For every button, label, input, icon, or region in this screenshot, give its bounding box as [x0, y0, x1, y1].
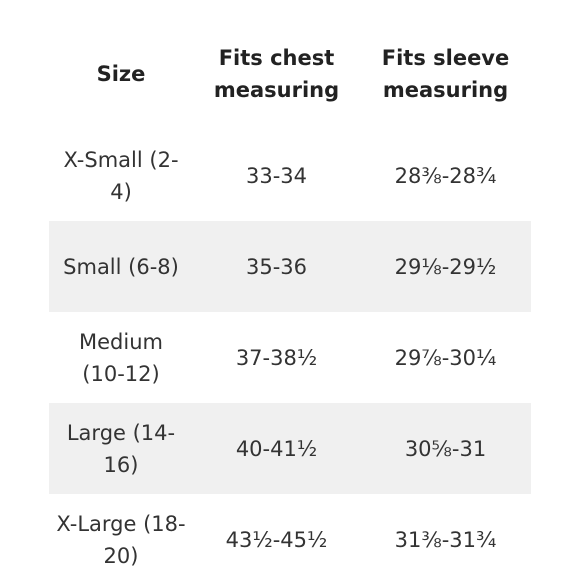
chest-cell: 33-34: [245, 163, 308, 188]
sleeve-cell: 29⅞-30¼: [394, 345, 497, 370]
header-size: Size: [96, 62, 146, 86]
chest-cell: 35-36: [193, 221, 360, 312]
sleeve-cell: 31⅜-31¾: [394, 527, 497, 552]
table-row: X-Small (2-4) 33-34 28⅜-28¾: [49, 130, 531, 221]
size-cell: Small (6-8): [49, 221, 193, 312]
size-cell: X-Large (18-20): [56, 511, 186, 568]
table-row: Medium (10-12) 37-38½ 29⅞-30¼: [49, 312, 531, 403]
size-cell: Medium (10-12): [79, 329, 163, 386]
sleeve-cell: 28⅜-28¾: [394, 163, 497, 188]
size-cell: Large (14-16): [49, 403, 193, 494]
header-sleeve: Fits sleeve measuring: [381, 46, 510, 102]
table-row: Small (6-8) 35-36 29⅛-29½: [49, 221, 531, 312]
sleeve-cell: 29⅛-29½: [360, 221, 531, 312]
table-row: Large (14-16) 40-41½ 30⅝-31: [49, 403, 531, 494]
header-row: Size Fits chest measuring Fits sleeve me…: [49, 18, 531, 130]
sleeve-cell: 30⅝-31: [360, 403, 531, 494]
size-cell: X-Small (2-4): [63, 147, 179, 204]
chest-cell: 37-38½: [235, 345, 318, 370]
chest-cell: 43½-45½: [225, 527, 328, 552]
chest-cell: 40-41½: [193, 403, 360, 494]
size-chart-table: Size Fits chest measuring Fits sleeve me…: [49, 18, 531, 585]
header-chest: Fits chest measuring: [213, 46, 340, 102]
table-row: X-Large (18-20) 43½-45½ 31⅜-31¾: [49, 494, 531, 585]
